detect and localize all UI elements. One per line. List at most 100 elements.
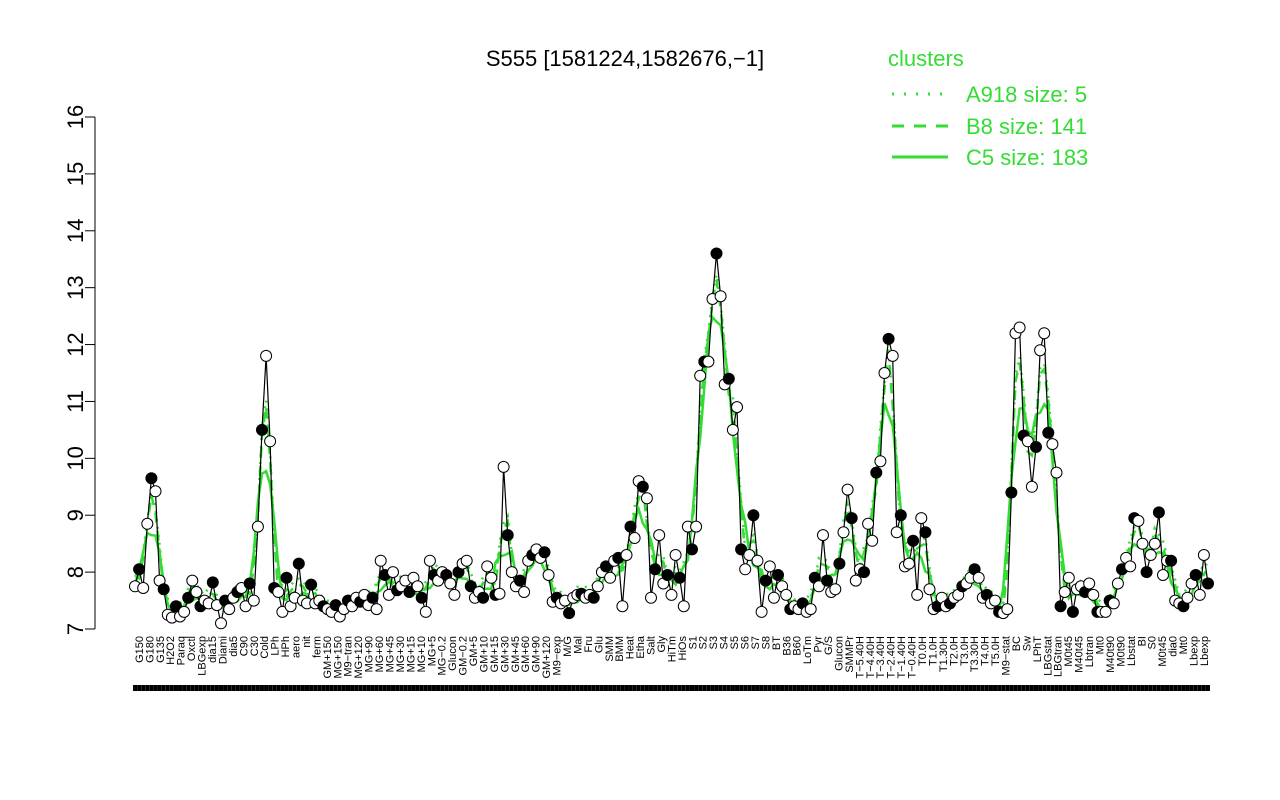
x-tick-label: T−3.40H <box>875 636 887 679</box>
legend-title: clusters <box>888 46 964 71</box>
x-tick-mark <box>1185 685 1190 691</box>
data-point <box>640 492 653 505</box>
x-tick-mark <box>1038 685 1043 691</box>
x-tick-mark <box>952 685 957 691</box>
x-tick-mark <box>567 685 572 691</box>
x-tick-mark <box>345 685 350 691</box>
x-tick-mark <box>354 685 359 691</box>
x-tick-label: nit <box>301 636 313 648</box>
x-tick-mark <box>988 685 993 691</box>
x-tick-mark <box>825 685 830 691</box>
x-tick-mark <box>632 685 637 691</box>
x-tick-mark <box>595 685 600 691</box>
data-point <box>141 517 154 530</box>
x-tick-mark <box>427 685 432 691</box>
data-point <box>751 554 764 567</box>
x-tick-label: GM+5 <box>468 636 480 666</box>
x-tick-mark <box>235 685 240 691</box>
y-tick-label: 14 <box>63 219 88 243</box>
x-axis-ticks <box>133 685 1210 691</box>
x-tick-mark <box>407 685 412 691</box>
data-point <box>563 607 576 620</box>
data-points <box>129 247 1214 630</box>
data-point <box>415 591 428 604</box>
x-tick-mark <box>329 685 334 691</box>
x-tick-mark <box>902 685 907 691</box>
x-tick-label: ferm <box>311 636 323 658</box>
legend-label-b8: B8 size: 141 <box>966 114 1087 139</box>
data-point <box>755 605 768 618</box>
x-tick-mark <box>870 685 875 691</box>
x-tick-mark <box>984 685 989 691</box>
data-point <box>677 600 690 613</box>
x-tick-label: T1.30H <box>938 636 950 672</box>
x-tick-mark <box>980 685 985 691</box>
x-tick-mark <box>1140 685 1145 691</box>
x-tick-mark <box>141 685 146 691</box>
x-tick-label: GM+150 <box>322 636 334 679</box>
x-tick-mark <box>374 685 379 691</box>
x-tick-mark <box>780 685 785 691</box>
data-point <box>743 549 756 561</box>
x-tick-mark <box>178 685 183 691</box>
x-tick-mark <box>919 685 924 691</box>
x-tick-mark <box>878 685 883 691</box>
x-tick-label: M40t90 <box>1105 636 1117 673</box>
data-point <box>485 571 498 584</box>
data-point <box>673 571 686 584</box>
x-tick-mark <box>698 685 703 691</box>
data-point <box>505 566 518 579</box>
x-tick-mark <box>993 685 998 691</box>
x-tick-mark <box>153 685 158 691</box>
data-point <box>374 554 387 567</box>
x-tick-mark <box>649 685 654 691</box>
x-tick-mark <box>1128 685 1133 691</box>
x-tick-mark <box>972 685 977 691</box>
x-tick-label: M9−exp <box>552 636 564 675</box>
data-point <box>915 512 928 525</box>
x-tick-label: Salt <box>646 636 658 655</box>
data-point <box>518 586 531 598</box>
x-tick-label: Etha <box>635 635 647 659</box>
x-tick-mark <box>759 685 764 691</box>
data-point <box>653 529 666 542</box>
x-tick-mark <box>1169 685 1174 691</box>
x-tick-mark <box>530 685 535 691</box>
x-tick-mark <box>726 685 731 691</box>
x-tick-mark <box>579 685 584 691</box>
x-tick-mark <box>161 685 166 691</box>
x-tick-mark <box>288 685 293 691</box>
data-point <box>1181 591 1194 604</box>
data-point <box>387 566 399 579</box>
x-tick-label: Mt0 <box>1094 636 1106 654</box>
x-tick-mark <box>812 685 817 691</box>
data-point <box>772 569 784 581</box>
x-tick-label: T−0.40H <box>907 636 919 679</box>
x-tick-mark <box>378 685 383 691</box>
x-tick-mark <box>669 685 674 691</box>
x-tick-mark <box>436 685 441 691</box>
data-point <box>661 569 674 581</box>
data-point <box>1107 597 1120 610</box>
x-tick-mark <box>362 685 367 691</box>
x-tick-mark <box>1165 685 1170 691</box>
data-point <box>645 591 657 604</box>
x-tick-mark <box>214 685 219 691</box>
x-tick-mark <box>534 685 539 691</box>
x-tick-label: MG+90 <box>364 636 376 672</box>
x-tick-mark <box>395 685 400 691</box>
data-point <box>812 580 825 593</box>
x-tick-mark <box>333 685 338 691</box>
data-point <box>821 574 834 587</box>
x-tick-mark <box>587 685 592 691</box>
data-point <box>538 546 551 559</box>
x-tick-mark <box>1160 685 1165 691</box>
x-tick-mark <box>685 685 690 691</box>
x-tick-label: T−2.40H <box>886 636 898 679</box>
data-point <box>878 367 891 379</box>
x-tick-label: HiOs <box>677 636 689 661</box>
data-point <box>1193 588 1206 601</box>
data-point <box>1005 486 1018 499</box>
x-tick-mark <box>1009 685 1014 691</box>
